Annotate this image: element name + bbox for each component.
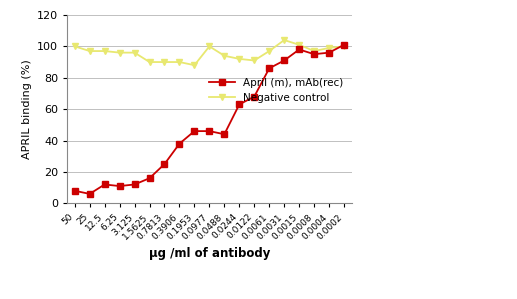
April (m), mAb(rec) <box>311 52 317 56</box>
Negative control <box>146 60 153 64</box>
Negative control <box>86 49 93 53</box>
Negative control <box>251 59 257 62</box>
Negative control <box>131 51 138 54</box>
Line: Negative control: Negative control <box>71 36 347 69</box>
April (m), mAb(rec) <box>266 66 272 70</box>
April (m), mAb(rec) <box>176 142 183 145</box>
April (m), mAb(rec) <box>116 184 123 188</box>
April (m), mAb(rec) <box>101 183 108 186</box>
April (m), mAb(rec) <box>341 43 347 47</box>
Negative control <box>221 54 227 57</box>
Negative control <box>281 38 287 42</box>
April (m), mAb(rec) <box>71 189 78 193</box>
Negative control <box>191 63 197 67</box>
Line: April (m), mAb(rec): April (m), mAb(rec) <box>71 42 347 197</box>
Negative control <box>206 45 212 48</box>
Negative control <box>101 49 108 53</box>
Legend: April (m), mAb(rec), Negative control: April (m), mAb(rec), Negative control <box>205 74 346 106</box>
Y-axis label: APRIL binding (%): APRIL binding (%) <box>22 59 32 159</box>
April (m), mAb(rec) <box>236 103 242 106</box>
April (m), mAb(rec) <box>221 132 227 136</box>
April (m), mAb(rec) <box>191 129 197 133</box>
April (m), mAb(rec) <box>251 95 257 98</box>
April (m), mAb(rec) <box>326 51 332 54</box>
April (m), mAb(rec) <box>146 176 153 180</box>
Negative control <box>71 45 78 48</box>
April (m), mAb(rec) <box>86 192 93 196</box>
Negative control <box>161 60 168 64</box>
Negative control <box>116 51 123 54</box>
April (m), mAb(rec) <box>131 183 138 186</box>
Negative control <box>236 57 242 61</box>
Negative control <box>311 49 317 53</box>
Negative control <box>341 45 347 48</box>
X-axis label: μg /ml of antibody: μg /ml of antibody <box>149 247 270 260</box>
Negative control <box>176 60 183 64</box>
April (m), mAb(rec) <box>296 48 302 51</box>
April (m), mAb(rec) <box>206 129 212 133</box>
April (m), mAb(rec) <box>161 162 168 166</box>
April (m), mAb(rec) <box>281 59 287 62</box>
Negative control <box>266 49 272 53</box>
Negative control <box>326 46 332 50</box>
Negative control <box>296 43 302 47</box>
